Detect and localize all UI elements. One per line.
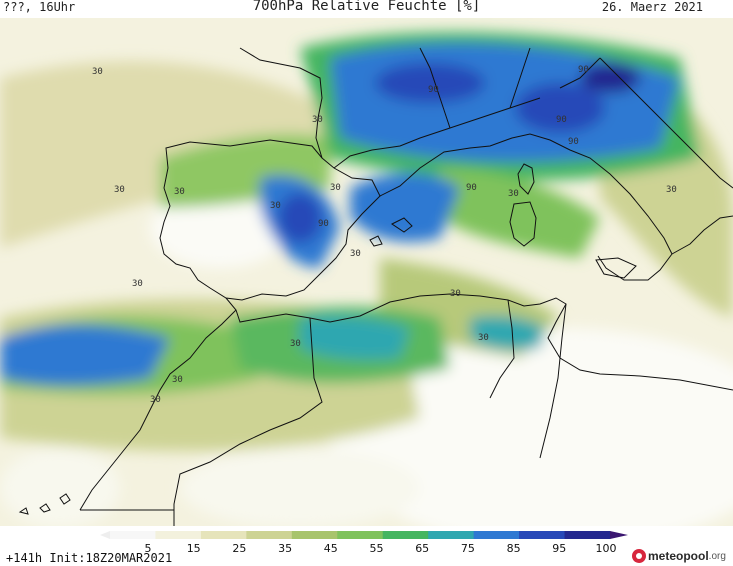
colorbar-segment — [473, 531, 520, 539]
contour-label: 30 — [132, 279, 143, 289]
contour-label: 30 — [478, 333, 489, 343]
coastlines — [18, 47, 733, 526]
contour-label: 90 — [556, 115, 567, 125]
contour-label: 30 — [450, 289, 461, 299]
valid-date: 26. Maerz 2021 — [601, 0, 703, 14]
colorbar-segment — [155, 531, 202, 539]
colorbar-tick-label: 45 — [323, 542, 338, 555]
colorbar-tick-label: 95 — [552, 542, 567, 555]
contour-label: 90 — [428, 85, 439, 95]
map-footer: 5 15 25 35 45 55 65 75 85 95 100 +141h Init:18Z20M… — [0, 526, 733, 566]
contour-label: 30 — [666, 185, 677, 195]
contour-label: 30 — [350, 249, 361, 259]
colorbar-tick-label: 55 — [369, 542, 384, 555]
colorbar-segment — [382, 531, 429, 539]
contour-label: 30 — [508, 189, 519, 199]
colorbar-tick-label: 35 — [278, 542, 293, 555]
valid-time-label: ???, 16Uhr — [3, 0, 76, 14]
colorbar-segment — [291, 531, 338, 539]
meteopool-logo: meteopool .org — [632, 546, 726, 566]
map-title: 700hPa Relative Feuchte [%] — [252, 0, 481, 14]
colorbar-tick-label: 100 — [595, 542, 617, 555]
colorbar-arrow-low — [100, 531, 110, 539]
contour-label: 90 — [318, 219, 329, 229]
contour-label: 90 — [568, 137, 579, 147]
colorbar-segment — [246, 531, 293, 539]
colorbar-tick-label: 75 — [460, 542, 475, 555]
contour-label: 30 — [312, 115, 323, 125]
contour-label: 90 — [578, 65, 589, 75]
humidity-map: 30 30 30 30 30 30 30 30 30 30 30 30 30 3… — [0, 18, 733, 526]
map-header: ???, 16Uhr 700hPa Relative Feuchte [%] 2… — [0, 0, 733, 18]
logo-tld: .org — [708, 550, 726, 562]
contour-label: 90 — [466, 183, 477, 193]
colorbar-tick-label: 65 — [415, 542, 430, 555]
colorbar-segment — [110, 531, 156, 539]
colorbar-tick-label: 5 — [144, 542, 152, 555]
colorbar-segment — [200, 531, 247, 539]
init-time: +141h Init:18Z20MAR2021 — [6, 551, 173, 565]
colorbar-tick-label: 85 — [506, 542, 521, 555]
contour-label: 30 — [114, 185, 125, 195]
colorbar-segment — [337, 531, 384, 539]
contour-label: 30 — [270, 201, 281, 211]
contour-labels: 30 30 30 30 30 30 30 30 30 30 30 30 30 3… — [92, 65, 677, 405]
contour-label: 30 — [92, 67, 103, 77]
colorbar — [100, 531, 628, 539]
colorbar-segment — [519, 531, 566, 539]
colorbar-arrow — [610, 531, 628, 539]
colorbar-segment — [428, 531, 475, 539]
colorbar-tick-label: 25 — [232, 542, 247, 555]
colorbar-tick-label: 15 — [186, 542, 201, 555]
contour-label: 30 — [330, 183, 341, 193]
contour-label: 30 — [150, 395, 161, 405]
contour-label: 30 — [174, 187, 185, 197]
contour-label: 30 — [172, 375, 183, 385]
logo-name: meteopool — [648, 549, 709, 563]
logo-icon — [632, 549, 646, 563]
colorbar-segment — [564, 531, 611, 539]
contour-label: 30 — [290, 339, 301, 349]
